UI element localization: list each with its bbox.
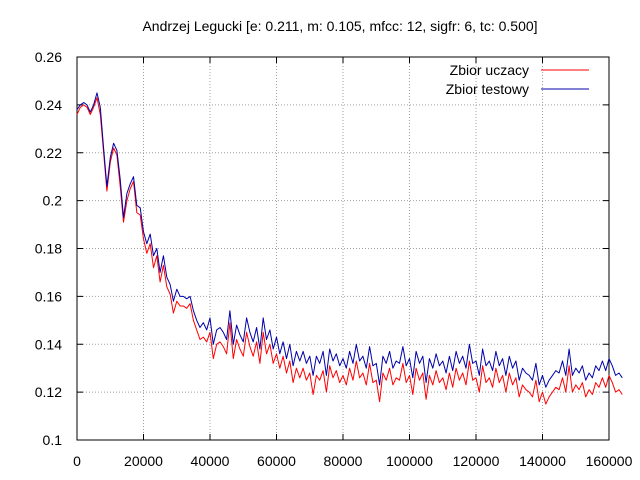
x-tick-label: 140000	[519, 453, 566, 469]
y-tick-label: 0.22	[35, 145, 62, 161]
y-tick-label: 0.26	[35, 49, 62, 65]
series-layer	[76, 92, 623, 405]
legend: Zbior uczacy Zbior testowy	[446, 62, 589, 97]
y-tick-label: 0.2	[43, 193, 63, 209]
legend-label-zbior-uczacy: Zbior uczacy	[450, 62, 529, 78]
y-tick-label: 0.24	[35, 97, 62, 113]
chart-title: Andrzej Legucki [e: 0.211, m: 0.105, mfc…	[142, 18, 537, 34]
y-tick-label: 0.12	[35, 384, 62, 400]
y-tick-label: 0.16	[35, 288, 62, 304]
y-tick-label: 0.18	[35, 241, 62, 257]
x-tick-label: 40000	[191, 453, 230, 469]
series-line-zbior-uczacy	[76, 97, 623, 405]
y-tick-label: 0.1	[43, 432, 63, 448]
legend-label-zbior-testowy: Zbior testowy	[446, 81, 529, 97]
axis-ticks: 0 20000 40000 60000 80000 100000 120000 140000 1…	[35, 49, 633, 469]
x-tick-label: 80000	[324, 453, 363, 469]
x-tick-label: 160000	[586, 453, 633, 469]
x-tick-label: 20000	[124, 453, 163, 469]
x-tick-label: 100000	[386, 453, 433, 469]
y-tick-label: 0.14	[35, 336, 62, 352]
grid	[77, 57, 609, 440]
x-tick-label: 0	[73, 453, 81, 469]
series-line-zbior-testowy	[76, 92, 623, 388]
x-tick-label: 120000	[453, 453, 500, 469]
x-tick-label: 60000	[257, 453, 296, 469]
